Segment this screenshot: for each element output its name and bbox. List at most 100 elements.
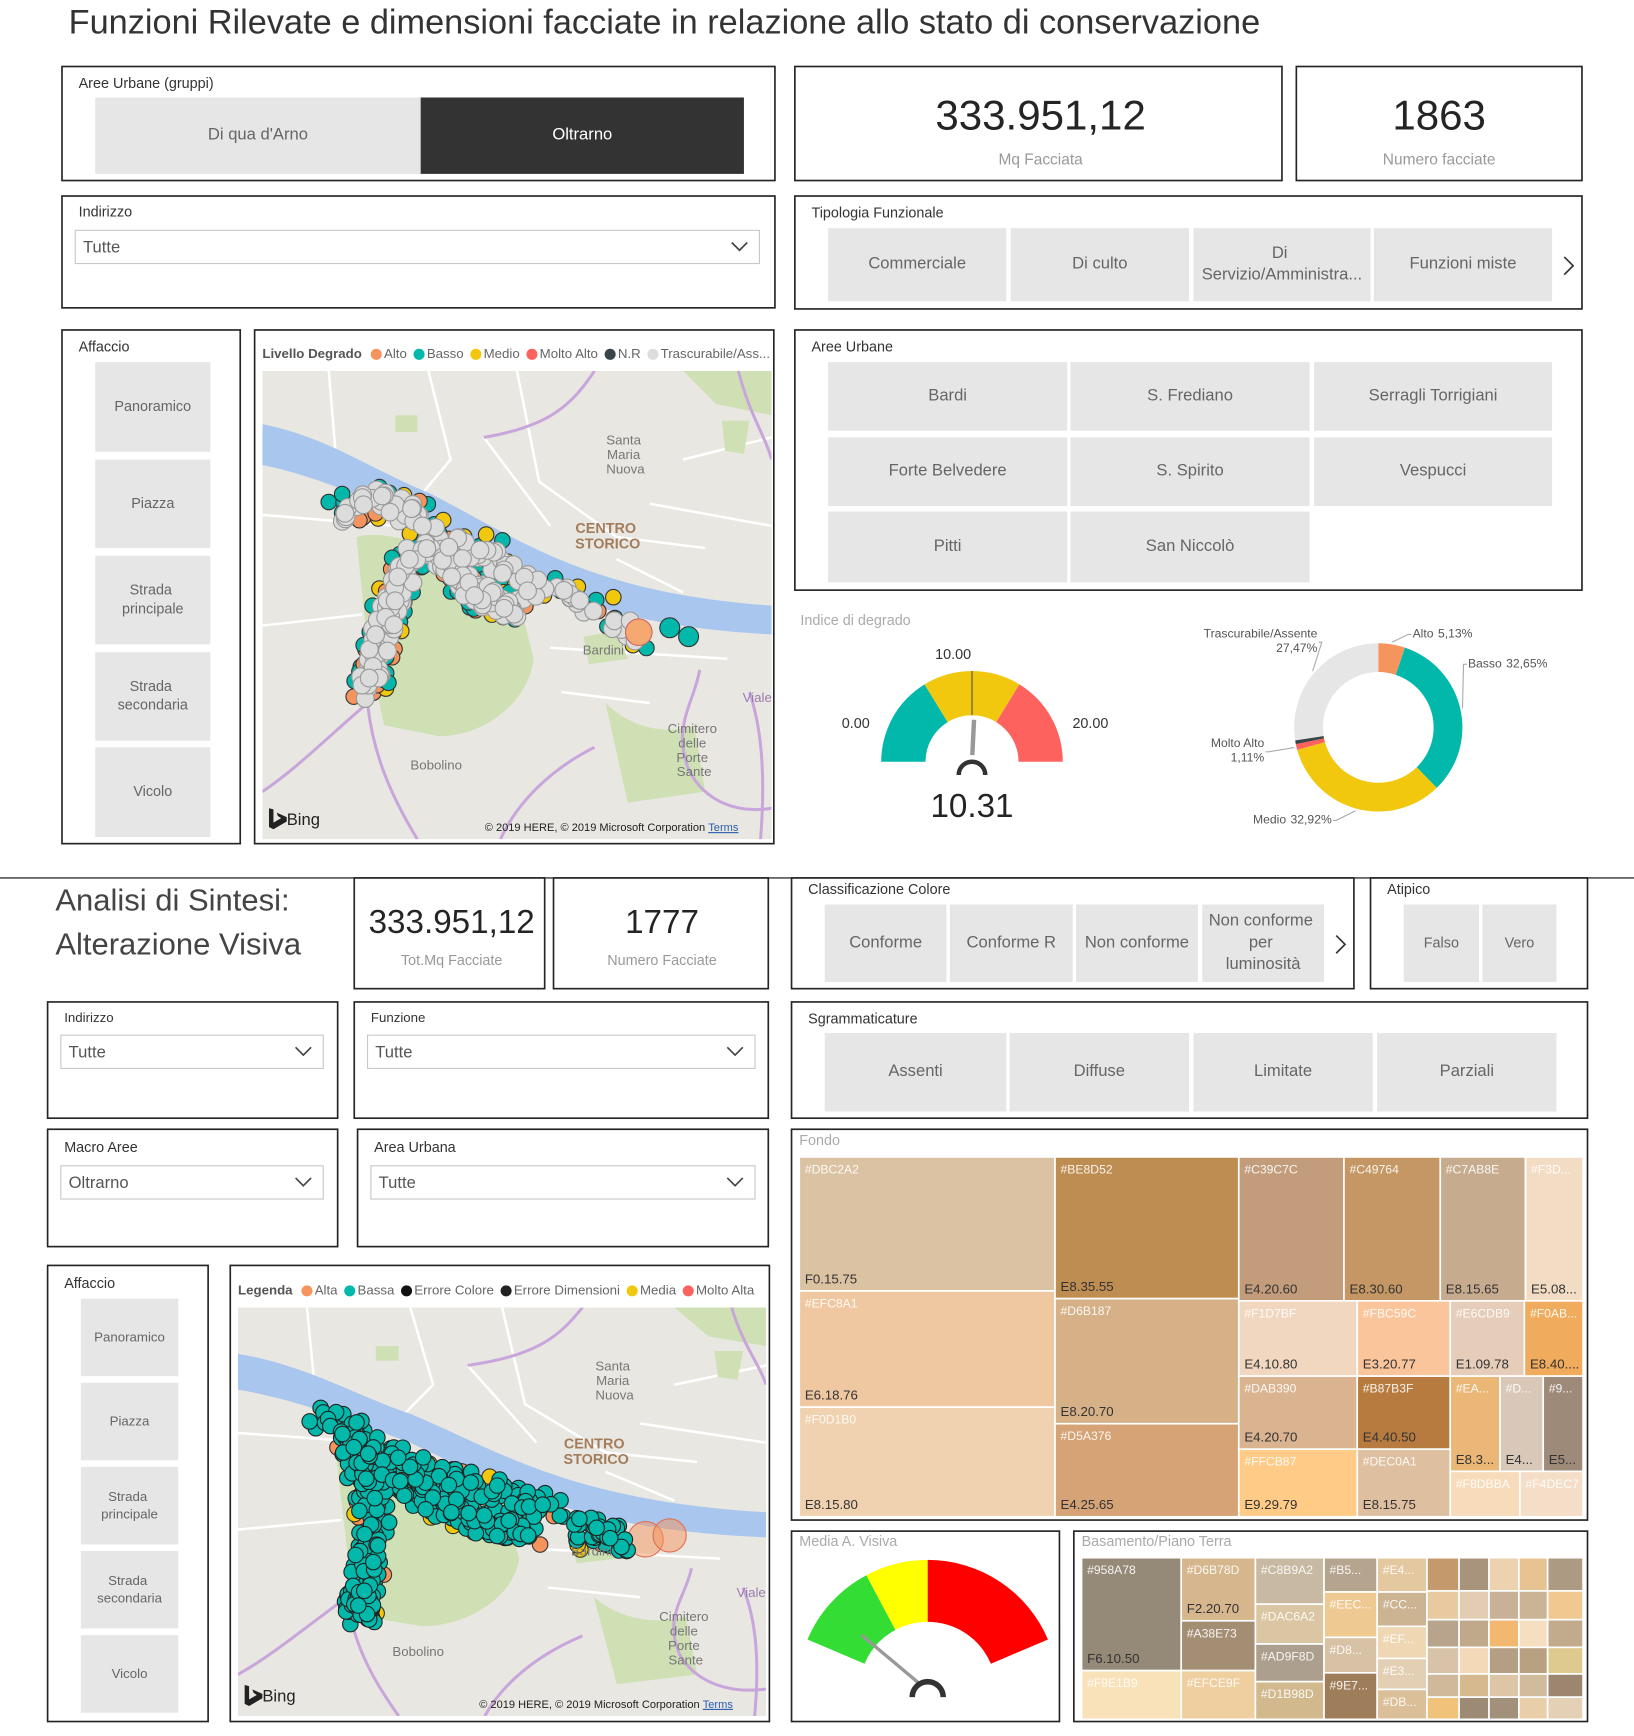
slicer-button[interactable] bbox=[1070, 362, 1310, 431]
slicer-button[interactable] bbox=[828, 437, 1068, 506]
slicer-button[interactable] bbox=[949, 904, 1073, 983]
treemap-cell[interactable] bbox=[1488, 1590, 1520, 1621]
slicer-button[interactable] bbox=[1377, 1032, 1557, 1112]
treemap-cell[interactable] bbox=[1518, 1556, 1549, 1592]
slicer-button[interactable] bbox=[1010, 228, 1189, 302]
treemap-cell[interactable] bbox=[1080, 1669, 1183, 1721]
treemap-cell[interactable] bbox=[1458, 1673, 1490, 1699]
treemap-cell[interactable] bbox=[1054, 1422, 1240, 1518]
treemap-cell[interactable] bbox=[1546, 1696, 1584, 1721]
slicer-button[interactable] bbox=[80, 1382, 179, 1461]
treemap-cell[interactable] bbox=[1518, 1646, 1549, 1675]
slicer-button[interactable] bbox=[95, 362, 211, 452]
treemap-cell[interactable] bbox=[1426, 1618, 1460, 1649]
slicer-button[interactable] bbox=[80, 1298, 179, 1377]
treemap-cell[interactable] bbox=[1356, 1448, 1452, 1518]
slicer-button[interactable] bbox=[1193, 1032, 1373, 1112]
next-arrow[interactable] bbox=[1335, 934, 1347, 954]
slicer-button[interactable] bbox=[1314, 437, 1553, 506]
treemap-cell[interactable] bbox=[1180, 1619, 1257, 1672]
treemap-cell[interactable] bbox=[1546, 1556, 1584, 1592]
treemap-cell[interactable] bbox=[1458, 1556, 1490, 1592]
map[interactable]: Santa Maria Nuova CENTRO STORICO Bardini Bo… bbox=[262, 370, 772, 839]
treemap-cell[interactable] bbox=[1518, 1696, 1549, 1721]
slicer-button[interactable] bbox=[1482, 904, 1557, 983]
treemap-cell[interactable] bbox=[1376, 1625, 1428, 1660]
treemap-cell[interactable] bbox=[1356, 1300, 1452, 1377]
slicer-button[interactable] bbox=[1202, 904, 1325, 983]
slicer-button[interactable] bbox=[1009, 1032, 1189, 1112]
slicer-button[interactable] bbox=[1373, 228, 1553, 302]
dropdown[interactable] bbox=[60, 1034, 324, 1069]
treemap-cell[interactable] bbox=[1458, 1618, 1490, 1649]
next-arrow[interactable] bbox=[1563, 256, 1575, 276]
treemap-cell[interactable] bbox=[1488, 1673, 1520, 1699]
treemap-cell[interactable] bbox=[1488, 1618, 1520, 1649]
dropdown[interactable] bbox=[366, 1034, 756, 1069]
treemap-cell[interactable] bbox=[1356, 1375, 1452, 1451]
slicer-button[interactable] bbox=[80, 1551, 179, 1629]
slicer-button[interactable] bbox=[828, 362, 1068, 431]
treemap-cell[interactable] bbox=[1376, 1657, 1428, 1691]
treemap-cell[interactable] bbox=[1343, 1156, 1442, 1302]
slicer-button[interactable] bbox=[1314, 362, 1553, 431]
slicer-button[interactable] bbox=[1070, 437, 1310, 506]
dropdown[interactable] bbox=[370, 1165, 756, 1200]
slicer-button[interactable] bbox=[824, 1032, 1007, 1112]
slicer-button[interactable] bbox=[95, 459, 211, 549]
treemap-cell[interactable] bbox=[1237, 1156, 1345, 1302]
dropdown[interactable] bbox=[60, 1165, 324, 1200]
treemap-cell[interactable] bbox=[1518, 1618, 1549, 1649]
treemap-cell[interactable] bbox=[1426, 1646, 1460, 1675]
slicer-button[interactable] bbox=[1076, 904, 1198, 983]
slicer-button[interactable] bbox=[95, 555, 211, 645]
slicer-button[interactable] bbox=[1193, 228, 1371, 302]
treemap-cell[interactable] bbox=[1518, 1673, 1549, 1699]
treemap-cell[interactable] bbox=[1488, 1556, 1520, 1592]
treemap-cell[interactable] bbox=[1080, 1556, 1183, 1672]
treemap-cell[interactable] bbox=[1426, 1696, 1460, 1721]
treemap-cell[interactable] bbox=[1488, 1696, 1520, 1721]
treemap-cell[interactable] bbox=[1546, 1590, 1584, 1621]
treemap-cell[interactable] bbox=[798, 1406, 1056, 1518]
slicer-button[interactable] bbox=[828, 228, 1007, 302]
map[interactable]: Santa Maria Nuova CENTRO STORICO Bardini Bo… bbox=[238, 1307, 767, 1716]
treemap-cell[interactable] bbox=[1458, 1696, 1490, 1721]
treemap-cell[interactable] bbox=[1323, 1671, 1378, 1721]
treemap-cell[interactable] bbox=[1376, 1556, 1428, 1593]
treemap-cell[interactable] bbox=[1518, 1590, 1549, 1621]
treemap-cell[interactable] bbox=[1054, 1156, 1240, 1300]
treemap-cell[interactable] bbox=[1519, 1470, 1584, 1518]
treemap-cell[interactable] bbox=[1458, 1590, 1490, 1621]
treemap-cell[interactable] bbox=[1254, 1680, 1325, 1721]
slicer-button[interactable] bbox=[420, 97, 744, 174]
treemap-cell[interactable] bbox=[798, 1290, 1056, 1408]
treemap-cell[interactable] bbox=[1458, 1646, 1490, 1675]
treemap-cell[interactable] bbox=[1546, 1646, 1584, 1675]
treemap-cell[interactable] bbox=[1542, 1375, 1584, 1473]
treemap-cell[interactable] bbox=[1376, 1688, 1428, 1721]
treemap-cell[interactable] bbox=[1426, 1590, 1460, 1621]
slicer-button[interactable] bbox=[824, 904, 947, 983]
slicer-button[interactable] bbox=[95, 747, 211, 838]
slicer-button[interactable] bbox=[95, 97, 421, 174]
treemap-cell[interactable] bbox=[1546, 1673, 1584, 1699]
treemap-cell[interactable] bbox=[1488, 1646, 1520, 1675]
slicer-button[interactable] bbox=[1070, 511, 1310, 583]
treemap-cell[interactable] bbox=[1180, 1669, 1257, 1721]
treemap-cell[interactable] bbox=[798, 1156, 1056, 1292]
map-point bbox=[380, 1514, 398, 1531]
slicer-button[interactable] bbox=[828, 511, 1068, 583]
treemap-cell[interactable] bbox=[1426, 1673, 1460, 1699]
treemap-cell[interactable] bbox=[1426, 1556, 1460, 1592]
dropdown[interactable] bbox=[74, 229, 760, 265]
treemap-cell[interactable] bbox=[1546, 1618, 1584, 1649]
slicer-button[interactable] bbox=[80, 1466, 179, 1545]
treemap-cell[interactable] bbox=[1054, 1297, 1240, 1425]
slicer-button[interactable] bbox=[80, 1635, 179, 1713]
treemap-cell[interactable] bbox=[1499, 1375, 1545, 1473]
treemap-cell[interactable] bbox=[1439, 1156, 1527, 1302]
slicer-button[interactable] bbox=[1403, 904, 1480, 983]
slicer-button[interactable] bbox=[95, 652, 211, 741]
treemap-cell[interactable] bbox=[1524, 1156, 1584, 1302]
